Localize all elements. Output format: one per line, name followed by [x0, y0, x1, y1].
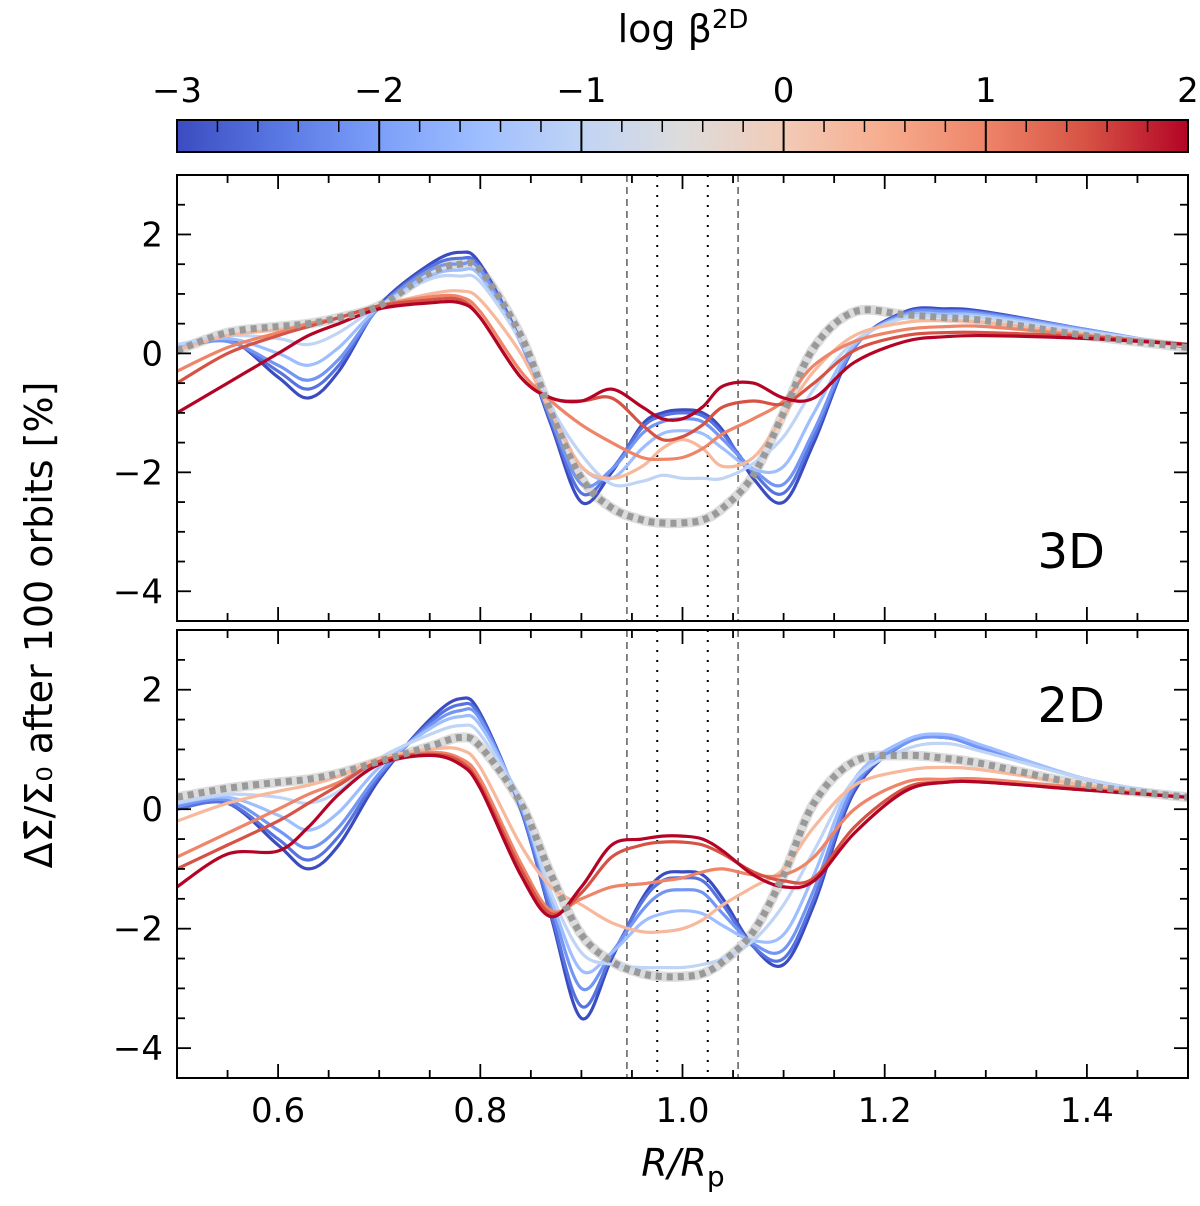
x-tick-label: 1.2 — [858, 1091, 912, 1131]
series-line-0-7 — [177, 296, 1188, 442]
colorbar-tick-label: −3 — [152, 71, 202, 111]
panel-2d-series — [177, 696, 1188, 1021]
colorbar-tick-label: 0 — [773, 71, 795, 111]
x-tick-label: 1.0 — [655, 1091, 709, 1131]
series-line-0-2 — [177, 260, 1188, 489]
colorbar-tick-label: −2 — [354, 71, 404, 111]
colorbar-tick-label: 2 — [1177, 71, 1199, 111]
y-tick-label: −4 — [113, 572, 163, 612]
panel-2d-label: 2D — [1038, 678, 1106, 734]
colorbar-label: log β2D — [618, 5, 749, 51]
colorbar: log β2D −3 −2 −1 0 1 2 — [152, 5, 1199, 153]
series-line-1-8 — [177, 753, 1188, 919]
series-line-1-2 — [177, 707, 1188, 992]
series-line-0-3 — [177, 267, 1188, 481]
panel-3d-background — [177, 175, 1188, 621]
colorbar-bar — [176, 119, 1189, 153]
series-line-1-7 — [177, 752, 1188, 916]
panel-3d-ticks: −4 −2 0 2 — [113, 174, 1189, 622]
y-axis-title: ΔΣ̄/Σ₀ after 100 orbits [%] — [17, 382, 61, 869]
panel-2d: −4 −2 0 2 2D — [113, 629, 1189, 1079]
series-line-1-3 — [177, 713, 1188, 975]
reference-line — [177, 733, 1188, 981]
colorbar-tick-labels: −3 −2 −1 0 1 2 — [152, 71, 1199, 111]
y-tick-label: 0 — [141, 334, 163, 374]
y-tick-label: 0 — [141, 790, 163, 830]
x-tick-label: 1.4 — [1060, 1091, 1114, 1131]
colorbar-tick-label: −1 — [556, 71, 606, 111]
y-tick-label: −2 — [113, 910, 163, 950]
x-tick-labels: 0.6 0.8 1.0 1.2 1.4 — [251, 1091, 1114, 1131]
x-tick-label: 0.8 — [453, 1091, 507, 1131]
panel-3d-label: 3D — [1038, 524, 1106, 580]
panel-2d-background — [177, 630, 1188, 1078]
y-tick-label: 2 — [141, 215, 163, 255]
x-axis-title: R/Rp — [641, 1141, 724, 1193]
series-line-0-4 — [177, 273, 1188, 488]
panel-3d-series — [177, 250, 1188, 529]
y-tick-label: 2 — [141, 671, 163, 711]
series-line-0-8 — [177, 299, 1188, 422]
panel-2d-ticks: −4 −2 0 2 — [113, 629, 1189, 1079]
colorbar-tick-label: 1 — [975, 71, 997, 111]
panel-3d: −4 −2 0 2 3D — [113, 174, 1189, 622]
x-tick-label: 0.6 — [251, 1091, 305, 1131]
series-line-1-4 — [177, 723, 1188, 970]
colorbar-ticks — [176, 120, 1189, 152]
reference-line — [177, 259, 1188, 527]
y-tick-label: −2 — [113, 453, 163, 493]
y-tick-label: −4 — [113, 1029, 163, 1069]
panel-2d-vertical-lines — [625, 630, 740, 1078]
